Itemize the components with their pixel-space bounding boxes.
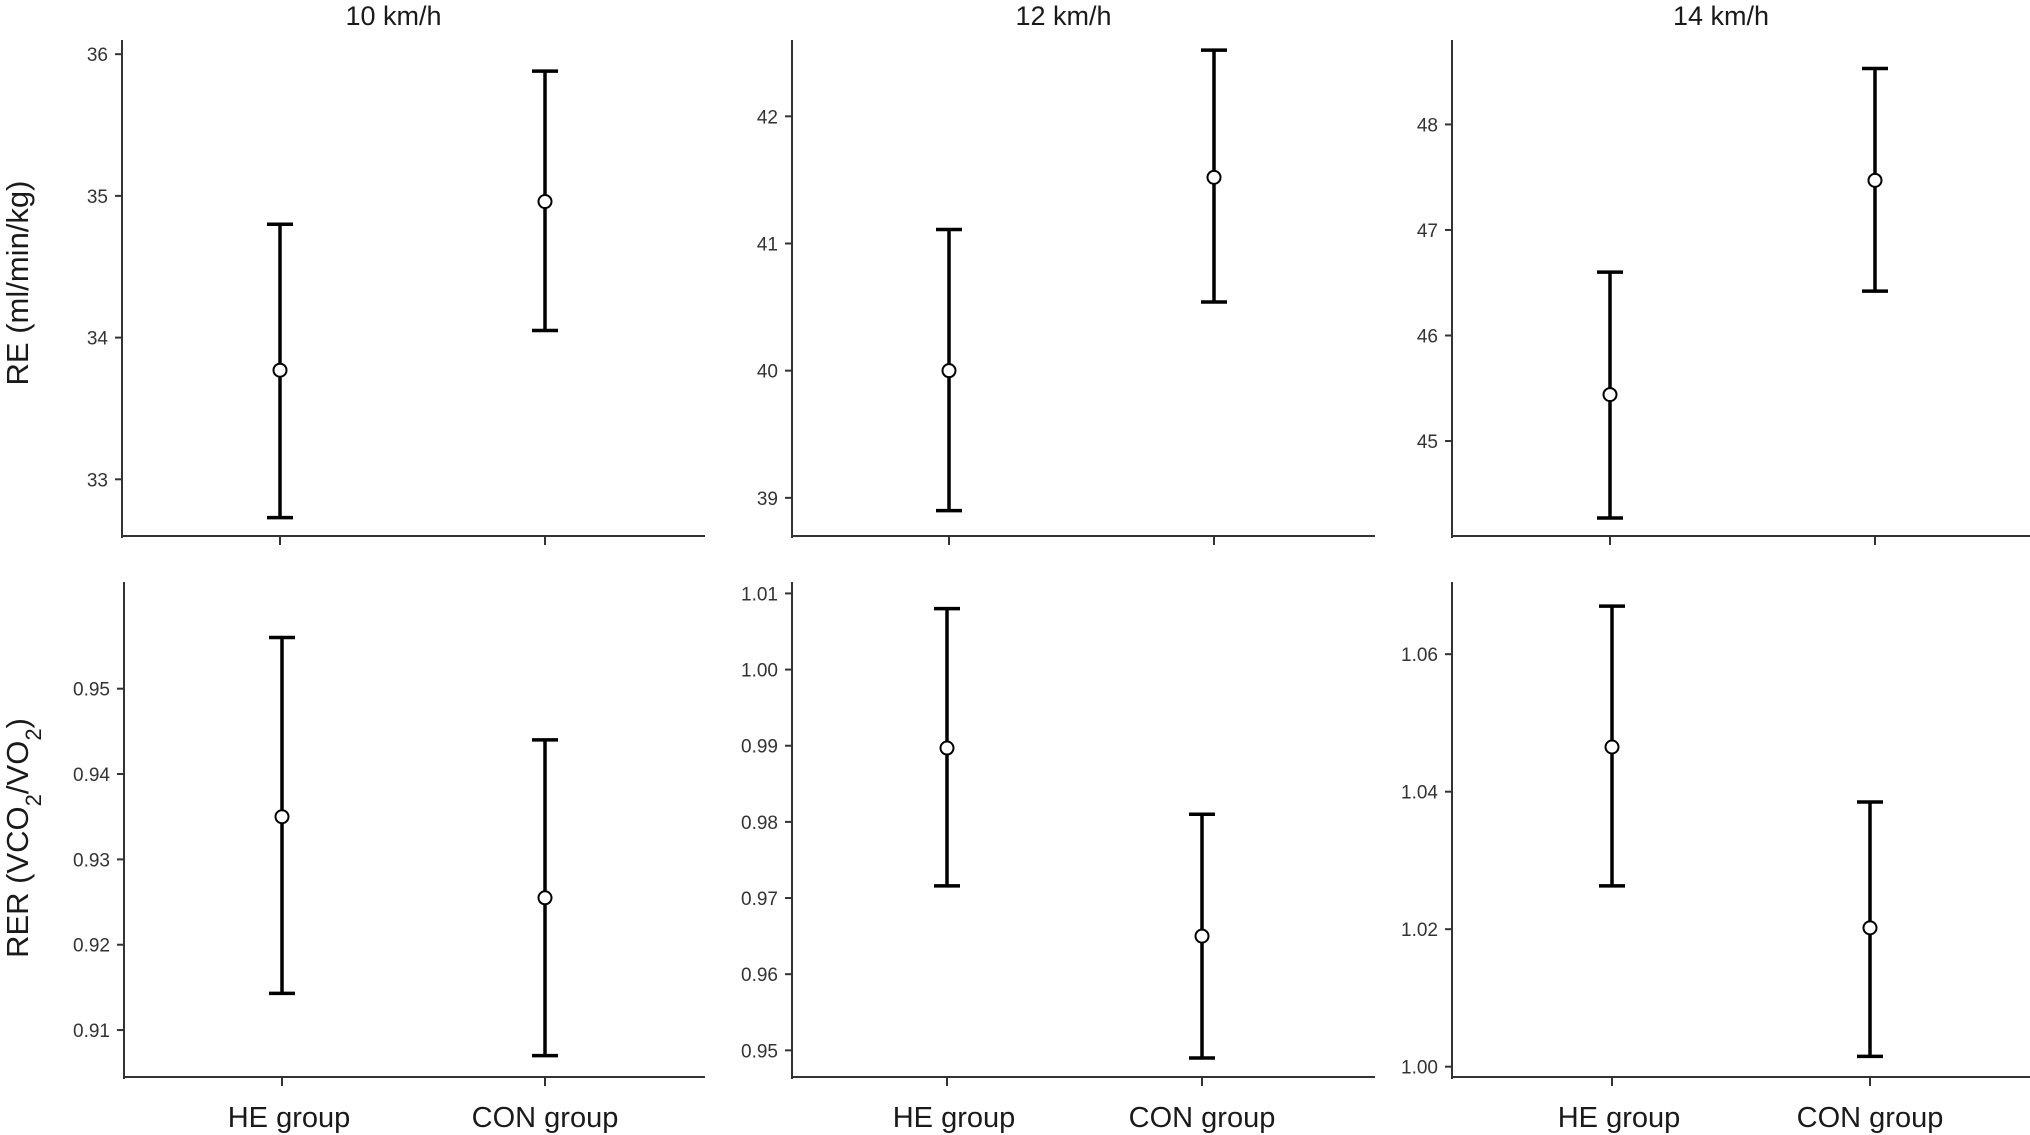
mean-point-he <box>941 363 957 379</box>
x-category-label: HE group <box>1558 1102 1681 1134</box>
y-tick-label: 46 <box>1417 326 1438 347</box>
y-tick-label: 0.95 <box>741 1041 778 1062</box>
panel-title: 10 km/h <box>345 1 441 31</box>
y-tick-label: 40 <box>757 362 778 383</box>
y-axis-titles: RE (ml/min/kg) RER (VCO2/VO2) <box>0 181 46 958</box>
mean-point-he <box>1604 739 1620 755</box>
y-tick-label: 0.94 <box>73 765 110 786</box>
mean-point-con <box>1862 920 1878 936</box>
y-tick-label: 39 <box>757 489 778 510</box>
y-tick-label: 1.00 <box>1401 1058 1438 1079</box>
panel-6: 1.00 1.02 1.04 1.06 HE group CON group <box>1401 582 2030 1134</box>
y-title-rer: RER (VCO2/VO2) <box>0 718 46 958</box>
y-title-re: RE (ml/min/kg) <box>0 181 35 386</box>
y-tick-label: 35 <box>87 187 108 208</box>
mean-point-con <box>537 890 553 906</box>
mean-point-con <box>537 194 553 210</box>
y-tick-label: 1.00 <box>741 661 778 682</box>
panel-3: 14 km/h 45 46 47 48 <box>1417 1 2030 545</box>
mean-point-con <box>1206 169 1222 185</box>
panel-title: 14 km/h <box>1673 1 1769 31</box>
y-tick-label: 0.93 <box>73 850 110 871</box>
mean-point-he <box>274 809 290 825</box>
x-category-label: CON group <box>1129 1102 1276 1134</box>
y-tick-label: 0.96 <box>741 965 778 986</box>
y-tick-label: 0.97 <box>741 889 778 910</box>
panel-1: 10 km/h 33 34 35 36 <box>87 1 705 545</box>
mean-point-he <box>272 362 288 378</box>
panel-4: 0.91 0.92 0.93 0.94 0.95 HE group CON group <box>73 582 705 1134</box>
y-tick-label: 47 <box>1417 221 1438 242</box>
x-category-label: CON group <box>472 1102 619 1134</box>
y-tick-label: 0.95 <box>73 680 110 701</box>
panels: 10 km/h 33 34 35 36 12 km/h 39 40 41 42 14 km/h 45 4… <box>73 1 2030 1134</box>
y-tick-label: 34 <box>87 329 109 350</box>
y-tick-label: 48 <box>1417 115 1438 136</box>
y-tick-label: 0.92 <box>73 936 110 957</box>
y-tick-label: 42 <box>757 107 778 128</box>
y-tick-label: 1.04 <box>1401 783 1438 804</box>
panel-title: 12 km/h <box>1015 1 1111 31</box>
y-tick-label: 0.99 <box>741 737 778 758</box>
mean-point-con <box>1867 172 1883 188</box>
y-tick-label: 0.91 <box>73 1021 110 1042</box>
y-tick-label: 33 <box>87 470 108 491</box>
y-tick-label: 0.98 <box>741 813 778 834</box>
mean-point-he <box>1602 387 1618 403</box>
panel-5: 0.95 0.96 0.97 0.98 0.99 1.00 1.01 HE group CON … <box>741 582 1375 1134</box>
x-category-label: CON group <box>1797 1102 1944 1134</box>
panel-2: 12 km/h 39 40 41 42 <box>757 1 1375 545</box>
y-tick-label: 1.02 <box>1401 920 1438 941</box>
x-category-label: HE group <box>228 1102 351 1134</box>
x-category-label: HE group <box>893 1102 1016 1134</box>
y-tick-label: 36 <box>87 45 108 66</box>
y-tick-label: 45 <box>1417 432 1438 453</box>
y-tick-label: 1.01 <box>741 584 778 605</box>
mean-point-he <box>939 740 955 756</box>
mean-point-con <box>1194 928 1210 944</box>
y-tick-label: 41 <box>757 234 778 255</box>
y-tick-label: 1.06 <box>1401 645 1438 666</box>
